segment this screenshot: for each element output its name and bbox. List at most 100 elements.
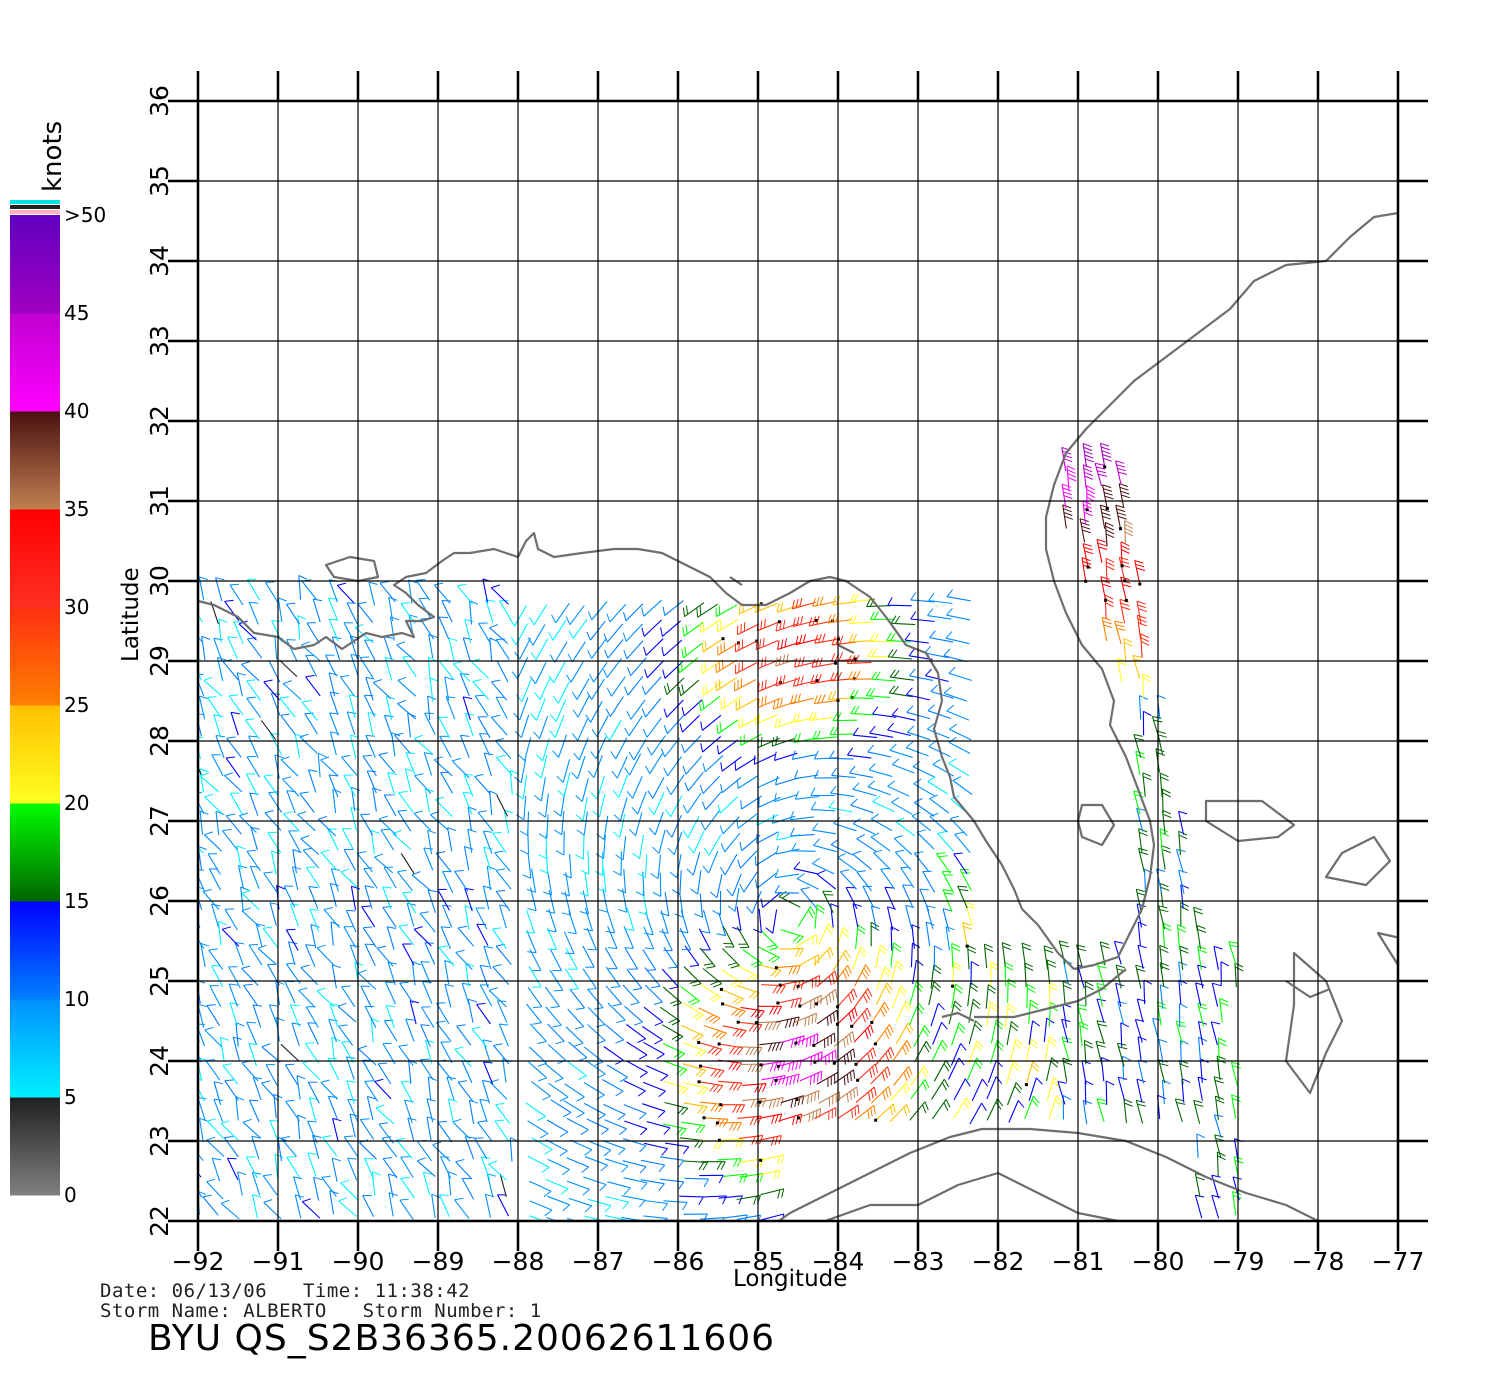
wind-barb: [886, 906, 897, 931]
wind-barb: [198, 1023, 206, 1047]
wind-barb: [852, 727, 878, 739]
wind-barb: [563, 931, 575, 955]
wind-barb: [969, 1102, 987, 1125]
wind-barb: [413, 810, 432, 831]
wind-barb: [358, 1045, 377, 1066]
wind-barb: [331, 964, 341, 989]
wind-barb: [248, 1042, 258, 1067]
wind-barb: [1142, 710, 1152, 736]
wind-barb: [537, 793, 549, 818]
wind-barb: [301, 579, 318, 601]
wind-barb: [1124, 520, 1134, 545]
wind-barb: [348, 694, 359, 719]
wind-barb: [810, 787, 835, 797]
wind-barb: [255, 923, 266, 948]
wind-barb: [332, 788, 342, 814]
wind-barb: [686, 851, 701, 876]
wind-barb: [382, 906, 397, 928]
wind-barb: [456, 1024, 472, 1046]
wind-barb: [263, 871, 278, 894]
wind-barb: [1113, 940, 1124, 965]
wind-barb: [1025, 1038, 1039, 1063]
wind-barb: [661, 1024, 684, 1042]
wind-barb: [486, 1173, 497, 1198]
wind-barb: [1119, 598, 1131, 624]
wind-barb: [576, 811, 588, 836]
wind-barb: [563, 1100, 585, 1119]
wind-barb: [396, 1137, 413, 1159]
wind-barb: [621, 1216, 646, 1221]
wind-barb: [932, 759, 955, 777]
wind-barb: [796, 873, 819, 890]
wind-barb: [671, 870, 682, 895]
wind-barb: [227, 636, 238, 660]
wind-barb: [703, 834, 722, 856]
wind-barb: [1178, 1003, 1188, 1028]
wind-barb: [962, 922, 973, 948]
wind-barb: [284, 980, 296, 1004]
wind-barb: [364, 1157, 375, 1181]
wind-barb: [251, 1194, 262, 1219]
wind-barb: [867, 780, 891, 796]
wind-barb: [441, 600, 453, 623]
wind-barb: [684, 1177, 710, 1188]
wind-barb: [698, 695, 721, 712]
wind-barb: [240, 886, 250, 911]
wind-barb: [486, 865, 496, 891]
wind-barb: [533, 777, 546, 802]
wind-barb: [946, 607, 971, 621]
wind-barb: [586, 927, 598, 951]
wind-barb: [813, 694, 840, 705]
wind-barb: [884, 886, 896, 910]
wind-barb: [244, 718, 260, 740]
wind-barb: [568, 1197, 593, 1213]
wind-barb: [433, 582, 451, 604]
wind-barb: [1233, 1156, 1244, 1181]
wind-barb: [571, 678, 590, 700]
wind-barb: [447, 1098, 458, 1123]
wind-barb: [701, 637, 725, 653]
wind-barb: [931, 1099, 951, 1120]
wind-barb: [757, 695, 781, 709]
wind-barb: [350, 885, 361, 910]
wind-barb: [583, 1046, 604, 1066]
wind-barb: [480, 1156, 491, 1180]
wind-barb: [626, 699, 646, 720]
wind-barb: [792, 615, 818, 628]
wind-barb: [226, 736, 242, 758]
wind-barb: [546, 1216, 559, 1221]
wind-barb: [366, 770, 377, 794]
wind-barb: [700, 983, 721, 1003]
wind-barb: [287, 941, 298, 965]
wind-barb: [759, 1154, 785, 1165]
wind-barb: [936, 852, 951, 874]
y-tick-label: 28: [145, 725, 174, 757]
wind-barb: [1084, 1080, 1094, 1105]
wind-barb: [661, 639, 683, 657]
wind-barb: [644, 660, 665, 679]
wind-barb: [871, 671, 896, 682]
wind-barb: [365, 676, 375, 701]
wind-barb: [814, 633, 840, 644]
colorbar-tick-label: 15: [64, 889, 90, 913]
wind-barb: [816, 1071, 839, 1088]
wind-barb: [331, 1157, 341, 1182]
colorbar-segment: [10, 901, 60, 1000]
wind-barb: [513, 758, 527, 783]
wind-barb: [261, 1080, 279, 1102]
wind-barb: [872, 706, 897, 718]
wind-barb: [396, 641, 416, 661]
wind-barb: [297, 1114, 307, 1140]
wind-barb: [499, 904, 509, 929]
wind-barb: [605, 910, 616, 934]
wind-barb: [489, 637, 499, 662]
wind-barb: [425, 1039, 435, 1064]
wind-barb: [720, 832, 741, 853]
wind-barb: [1079, 1021, 1089, 1047]
wind-barb: [905, 741, 929, 757]
wind-barb: [388, 1192, 398, 1217]
wind-barb: [890, 942, 902, 967]
wind-barb: [1161, 809, 1172, 835]
wind-barb: [464, 905, 474, 930]
wind-barb: [1114, 620, 1126, 645]
